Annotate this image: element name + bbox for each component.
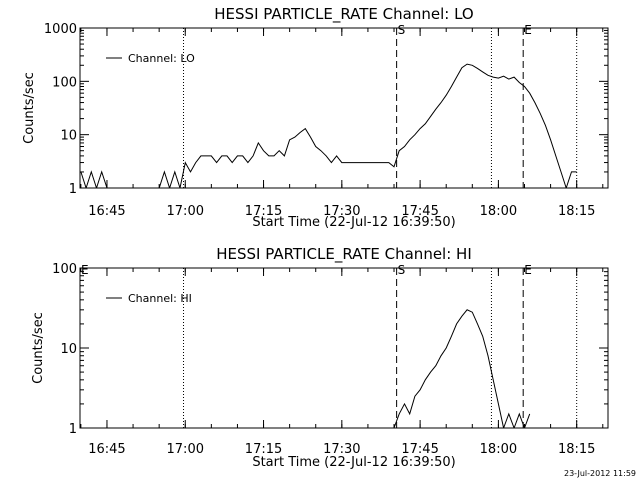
panel-2-y-tick-label: 1 [69, 422, 77, 437]
panel-1-x-tick-label: 16:45 [88, 204, 125, 219]
panel-2-chart-title: HESSI PARTICLE_RATE Channel: HI [216, 245, 472, 264]
panel-1-y-axis-label: Counts/sec [22, 72, 37, 144]
panel-2-y-tick-label: 100 [52, 262, 77, 277]
panel-2-x-tick-label: 17:15 [245, 442, 282, 457]
panel-1-x-tick-label: 18:00 [480, 204, 517, 219]
plot-timestamp: 23-Jul-2012 11:59 [563, 469, 636, 478]
panel-2-series-line [393, 309, 531, 428]
panel-1-chart-title: HESSI PARTICLE_RATE Channel: LO [214, 5, 473, 24]
panel-2-event-marker-label: E [524, 263, 532, 277]
panel-1-event-marker-label: S [398, 23, 406, 37]
panel-1-x-axis-label: Start Time (22-Jul-12 16:39:50) [252, 215, 455, 230]
panel-2-legend-label: Channel: HI [128, 292, 192, 305]
panel-2-event-marker-label: S [398, 263, 406, 277]
panel-1-x-tick-label: 17:15 [245, 204, 282, 219]
panel-1-y-tick-label: 100 [52, 75, 77, 90]
panel-1-y-tick-label: 1000 [44, 22, 77, 37]
panel-2-x-tick-label: 18:00 [480, 442, 517, 457]
panel-2-x-tick-label: 18:15 [558, 442, 595, 457]
panel-1-series-line [80, 63, 577, 188]
panel-1-plot-frame [79, 27, 609, 189]
panel-1-x-tick-label: 18:15 [558, 204, 595, 219]
panel-2-x-tick-label: 16:45 [88, 442, 125, 457]
panel-2-x-tick-label: 17:00 [167, 442, 204, 457]
panel-2-y-axis-label: Counts/sec [31, 312, 46, 384]
panel-1-x-tick-label: 17:00 [167, 204, 204, 219]
panel-1-legend-label: Channel: LO [128, 52, 195, 65]
panel-1-y-tick-label: 1 [69, 182, 77, 197]
panel-1-event-marker-label: E [524, 23, 532, 37]
panel-2-x-axis-label: Start Time (22-Jul-12 16:39:50) [252, 455, 455, 470]
panel-2-x-tick-label: 17:45 [401, 442, 438, 457]
panel-2-x-tick-label: 17:30 [323, 442, 360, 457]
panel-1-x-tick-label: 17:30 [323, 204, 360, 219]
panel-1-x-tick-label: 17:45 [401, 204, 438, 219]
panel-2-y-tick-label: 10 [60, 342, 77, 357]
panel-2-event-marker-label: E [81, 263, 89, 277]
panel-1-y-tick-label: 10 [60, 129, 77, 144]
